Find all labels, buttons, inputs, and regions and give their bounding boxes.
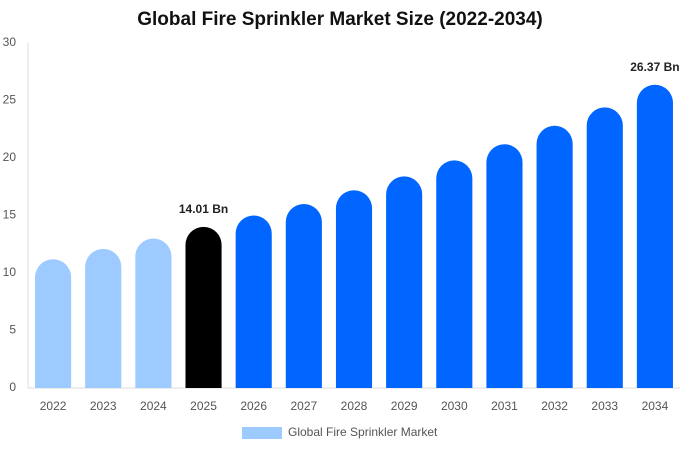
y-tick-label: 0 bbox=[9, 380, 16, 394]
x-tick-label: 2024 bbox=[140, 399, 167, 413]
x-tick-label: 2025 bbox=[190, 399, 217, 413]
bar bbox=[386, 176, 423, 388]
x-tick-label: 2022 bbox=[40, 399, 67, 413]
value-label: 14.01 Bn bbox=[179, 202, 228, 216]
legend-label: Global Fire Sprinkler Market bbox=[288, 425, 438, 439]
y-tick-label: 25 bbox=[3, 93, 17, 107]
bar bbox=[436, 160, 473, 388]
bar bbox=[185, 226, 222, 388]
bar bbox=[486, 144, 523, 388]
value-label: 26.37 Bn bbox=[630, 60, 679, 74]
chart-title: Global Fire Sprinkler Market Size (2022-… bbox=[137, 9, 543, 30]
bar bbox=[35, 259, 72, 388]
y-tick-label: 10 bbox=[3, 265, 17, 279]
bar bbox=[285, 204, 322, 388]
x-tick-label: 2033 bbox=[591, 399, 618, 413]
x-tick-label: 2027 bbox=[290, 399, 317, 413]
x-tick-label: 2028 bbox=[341, 399, 368, 413]
x-tick-label: 2026 bbox=[240, 399, 267, 413]
y-tick-label: 20 bbox=[3, 150, 17, 164]
y-tick-label: 30 bbox=[3, 35, 17, 49]
x-tick-label: 2032 bbox=[541, 399, 568, 413]
x-tick-label: 2029 bbox=[391, 399, 418, 413]
bar bbox=[235, 215, 272, 388]
x-tick-label: 2031 bbox=[491, 399, 518, 413]
x-tick-label: 2030 bbox=[441, 399, 468, 413]
y-tick-label: 5 bbox=[9, 323, 16, 337]
x-tick-label: 2023 bbox=[90, 399, 117, 413]
bar bbox=[335, 190, 373, 388]
bar bbox=[536, 125, 573, 389]
bar bbox=[636, 84, 673, 388]
legend-swatch bbox=[242, 427, 282, 439]
x-tick-label: 2034 bbox=[642, 399, 669, 413]
bar bbox=[85, 248, 122, 388]
bar bbox=[586, 107, 623, 388]
y-tick-label: 15 bbox=[3, 208, 17, 222]
bar bbox=[135, 238, 172, 388]
